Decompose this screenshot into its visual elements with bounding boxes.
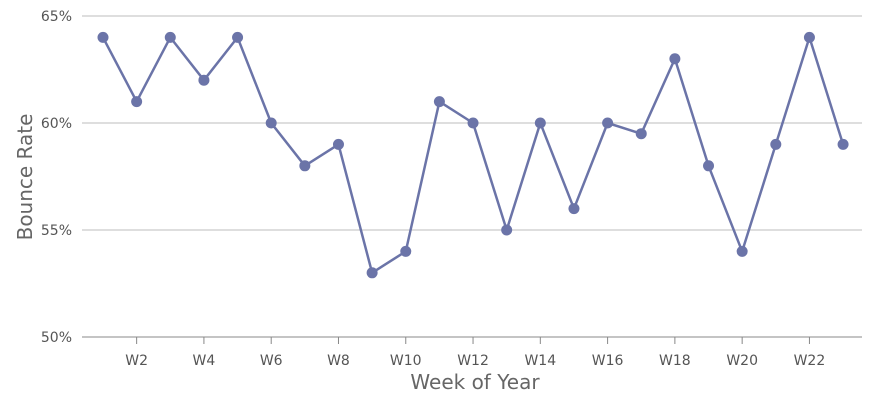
data-point (736, 245, 748, 257)
data-point (131, 96, 143, 108)
x-axis: W2 W4 W6 W8 W10 W12 W14 W16 W18 W20 W22 (82, 336, 862, 369)
data-point (265, 117, 277, 129)
series-group (97, 31, 849, 279)
data-point (433, 96, 445, 108)
x-tick-label: W4 (193, 353, 216, 369)
x-tick-label: W12 (457, 353, 489, 369)
x-tick-label: W18 (659, 353, 691, 369)
data-point (669, 53, 681, 65)
x-tick-label: W10 (390, 353, 422, 369)
x-tick-label: W8 (327, 353, 350, 369)
grid-lines (82, 15, 862, 338)
data-point (332, 138, 344, 150)
x-axis-title: Week of Year (410, 370, 540, 394)
y-axis-title: Bounce Rate (13, 114, 37, 241)
data-point (635, 128, 647, 140)
data-point (770, 138, 782, 150)
y-tick-label: 60% (41, 116, 72, 132)
data-point (400, 245, 412, 257)
x-tick-label: W2 (125, 353, 148, 369)
y-tick-label: 55% (41, 223, 72, 239)
data-point (534, 117, 546, 129)
x-tick-label: W16 (592, 353, 624, 369)
data-point (366, 267, 378, 279)
series-line (101, 36, 845, 275)
data-point (803, 31, 815, 43)
x-tick-label: W20 (726, 353, 758, 369)
data-point (97, 31, 109, 43)
data-point (703, 160, 715, 172)
y-tick-label: 50% (41, 330, 72, 346)
data-point (299, 160, 311, 172)
data-point (198, 74, 210, 86)
y-tick-label: 65% (41, 9, 72, 25)
y-axis: 50% 55% 60% 65% (41, 9, 72, 346)
data-point (837, 138, 849, 150)
data-point (164, 31, 176, 43)
data-point (467, 117, 479, 129)
x-tick-label: W6 (260, 353, 283, 369)
x-tick-label: W22 (794, 353, 826, 369)
data-point (568, 203, 580, 215)
data-point (602, 117, 614, 129)
data-point (501, 224, 513, 236)
x-tick-label: W14 (524, 353, 556, 369)
data-point (232, 31, 244, 43)
